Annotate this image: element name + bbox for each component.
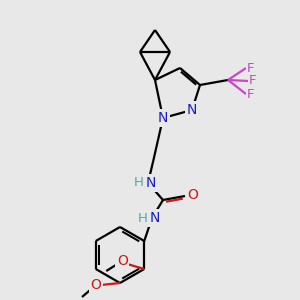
Text: O: O xyxy=(117,254,128,268)
Text: N: N xyxy=(187,103,197,117)
Text: O: O xyxy=(91,278,101,292)
Text: F: F xyxy=(247,61,255,74)
Text: H: H xyxy=(138,212,148,224)
Text: F: F xyxy=(247,88,255,100)
Text: N: N xyxy=(146,176,156,190)
Text: N: N xyxy=(158,111,168,125)
Text: H: H xyxy=(134,176,144,190)
Text: O: O xyxy=(188,188,198,202)
Text: F: F xyxy=(249,74,257,88)
Text: N: N xyxy=(150,211,160,225)
